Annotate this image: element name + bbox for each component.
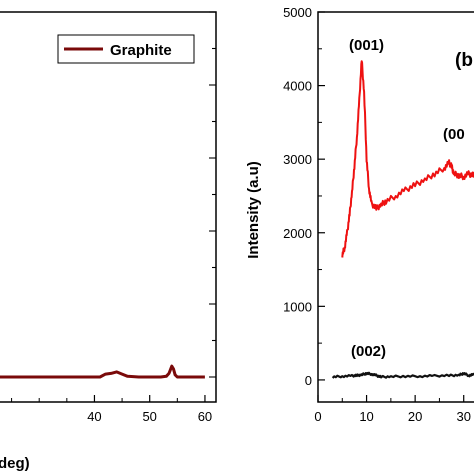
left-x-tick-label: 40 bbox=[87, 409, 101, 424]
right-plot-frame bbox=[317, 11, 474, 403]
series-line-graphite bbox=[0, 364, 205, 379]
legend: Graphite bbox=[57, 34, 195, 64]
right-y-axis-label: Intensity (a.u) bbox=[245, 161, 262, 259]
left-panel: 40 50 60 Graphite deg) bbox=[0, 11, 217, 472]
right-y-tick-label: 1000 bbox=[283, 299, 312, 314]
right-y-tick-label: 3000 bbox=[283, 152, 312, 167]
left-series-group bbox=[0, 364, 205, 379]
annotation-001: (001) bbox=[349, 37, 384, 54]
annotation-002: (002) bbox=[351, 343, 386, 360]
right-y-tick-label: 2000 bbox=[283, 226, 312, 241]
right-y-tick-label: 5000 bbox=[283, 5, 312, 20]
left-right-y-ticks bbox=[209, 11, 216, 378]
right-series-group bbox=[331, 60, 474, 379]
left-x-ticks: 40 50 60 bbox=[11, 395, 212, 424]
panel-label-b: (b bbox=[455, 50, 473, 71]
series-line-red bbox=[341, 60, 474, 258]
right-panel: 0 10 20 30 0 1000 2000 3000 4000 5000 Intensity … bbox=[245, 5, 474, 424]
right-y-tick-label: 0 bbox=[305, 373, 312, 388]
series-line-black bbox=[331, 371, 474, 379]
annotation-00x: (00 bbox=[443, 126, 465, 143]
right-x-ticks: 0 10 20 30 bbox=[314, 395, 471, 424]
right-x-tick-label: 10 bbox=[359, 409, 373, 424]
left-plot-frame bbox=[0, 11, 217, 403]
left-x-tick-label: 60 bbox=[198, 409, 212, 424]
right-x-tick-label: 30 bbox=[456, 409, 470, 424]
right-y-ticks: 0 1000 2000 3000 4000 5000 bbox=[283, 5, 325, 388]
left-x-tick-label: 50 bbox=[142, 409, 156, 424]
right-x-tick-label: 20 bbox=[408, 409, 422, 424]
right-y-tick-label: 4000 bbox=[283, 79, 312, 94]
legend-label-graphite: Graphite bbox=[110, 42, 172, 59]
right-x-tick-label: 0 bbox=[314, 409, 321, 424]
left-x-axis-label: deg) bbox=[0, 455, 30, 472]
